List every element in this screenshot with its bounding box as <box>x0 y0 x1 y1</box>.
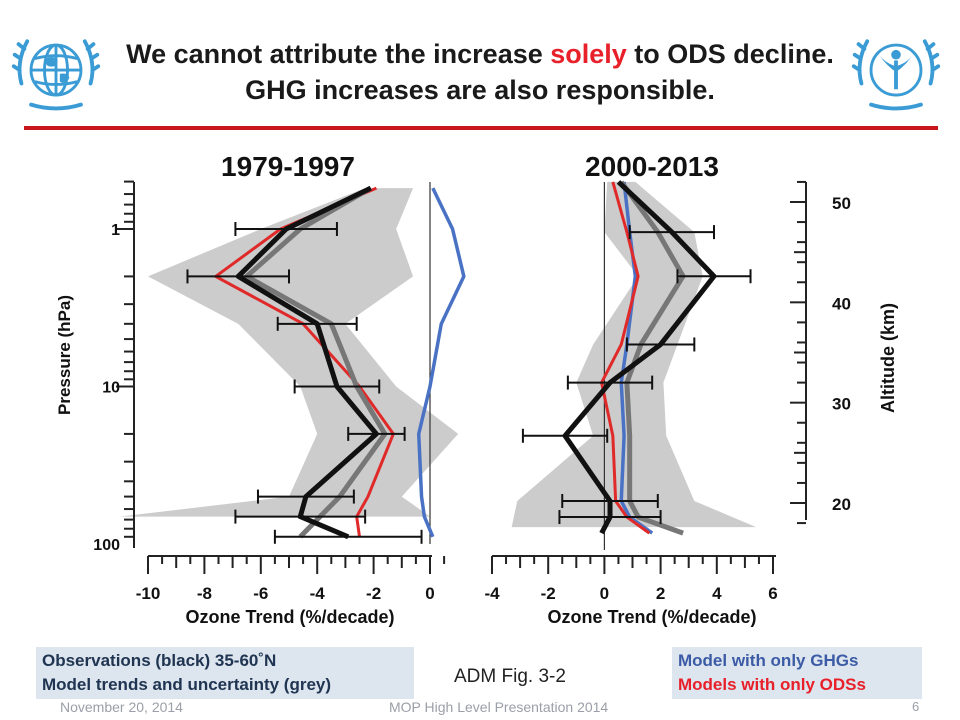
ghg-only-line <box>416 187 466 538</box>
x-tick-label: 6 <box>768 584 777 603</box>
page-number: 6 <box>912 699 920 714</box>
y-tick-label: 100 <box>93 537 120 554</box>
y-tick-label: 10 <box>102 380 120 397</box>
ods-legend-label: Models with only ODSs <box>678 675 866 694</box>
ghg-legend-label: Model with only GHGs <box>678 651 859 670</box>
footer-date: November 20, 2014 <box>60 699 183 715</box>
y-tick-label: 40 <box>832 294 851 313</box>
panel-1979-1997: 1 10 100 Pressure (hPa) -10 -8 -6 -4 -2 0 Ozone Tr… <box>55 151 466 627</box>
x-tick-label: -4 <box>310 584 326 603</box>
model-legend-box: Model with only GHGs Models with only OD… <box>672 647 922 699</box>
y-axis-label: Altitude (km) <box>878 303 898 413</box>
chart-title: 2000-2013 <box>585 151 719 182</box>
x-tick-label: -8 <box>197 584 212 603</box>
slide-title: We cannot attribute the increase solely … <box>100 36 860 108</box>
wmo-emblem-icon <box>11 39 101 111</box>
chart-title: 1979-1997 <box>221 151 355 182</box>
x-tick-label: -6 <box>253 584 268 603</box>
y-axis-label: Pressure (hPa) <box>55 295 74 415</box>
title-text-1: We cannot attribute the increase <box>126 39 551 69</box>
footer-presentation: MOP High Level Presentation 2014 <box>389 699 609 715</box>
y-tick-label: 1 <box>111 222 120 239</box>
ozone-trend-charts: 1 10 100 Pressure (hPa) -10 -8 -6 -4 -2 0 Ozone Tr… <box>55 151 898 627</box>
x-tick-label: 2 <box>656 584 665 603</box>
x-tick-label: -2 <box>366 584 381 603</box>
panel-2000-2013: 20 30 40 50 Altitude (km) -4 -2 0 2 4 6 Ozone Trend… <box>484 151 898 627</box>
title-highlight: solely <box>550 39 627 69</box>
x-axis-label: Ozone Trend (%/decade) <box>547 607 756 627</box>
x-tick-label: 0 <box>425 584 434 603</box>
y-tick-label: 50 <box>832 194 851 213</box>
unep-emblem-icon <box>851 39 941 111</box>
figure-reference: ADM Fig. 3-2 <box>454 666 566 687</box>
x-axis-label: Ozone Trend (%/decade) <box>185 607 394 627</box>
y-tick-label: 20 <box>832 495 851 514</box>
uncertainty-band <box>511 181 757 528</box>
x-tick-label: 4 <box>712 584 722 603</box>
y-tick-label: 30 <box>832 395 851 414</box>
x-tick-label: -10 <box>136 584 161 603</box>
observations-legend-label: Observations (black) 35-60˚N <box>42 651 277 670</box>
title-text-2: to ODS decline. GHG increases are also r… <box>245 39 834 105</box>
observations-legend-box: Observations (black) 35-60˚N Model trend… <box>36 647 414 699</box>
x-tick-label: -4 <box>484 584 500 603</box>
title-divider <box>24 126 938 130</box>
x-tick-label: 0 <box>600 584 609 603</box>
x-tick-label: -2 <box>541 584 556 603</box>
model-uncertainty-legend-label: Model trends and uncertainty (grey) <box>42 675 332 694</box>
